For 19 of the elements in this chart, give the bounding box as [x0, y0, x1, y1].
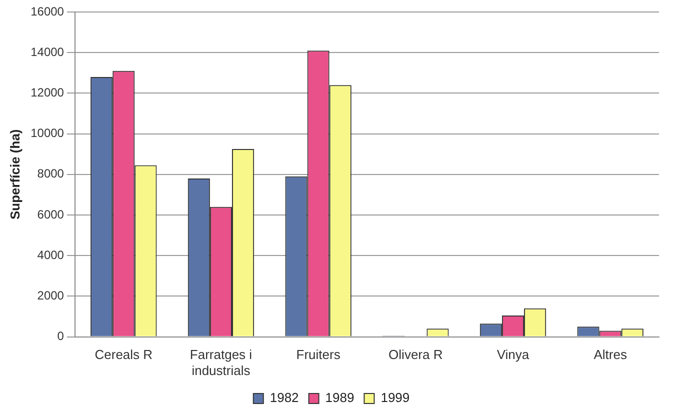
x-tick-label: Fruiters: [296, 347, 341, 362]
x-tick-label: Olivera R: [388, 347, 443, 362]
y-tick-label: 8000: [37, 166, 64, 181]
x-tick-label: Vinya: [496, 347, 530, 362]
y-axis-title: Superfície (ha): [7, 129, 22, 220]
legend-label: 1989: [325, 390, 354, 406]
y-tick-label: 0: [57, 329, 64, 344]
y-tick-label: 12000: [30, 86, 64, 100]
legend-label: 1982: [270, 390, 299, 406]
y-tick-label: 4000: [37, 248, 64, 262]
y-tick-label: 2000: [37, 288, 64, 303]
x-tick-label: Altres: [594, 347, 628, 362]
y-tick-label: 10000: [30, 126, 64, 140]
y-tick-label: 14000: [30, 44, 64, 59]
legend-label: 1999: [380, 390, 410, 406]
x-tick-label: Cereals R: [94, 347, 153, 362]
y-tick-label: 16000: [30, 4, 64, 18]
x-tick-label: Farratges i industrials: [190, 347, 252, 378]
y-tick-label: 6000: [37, 207, 64, 222]
